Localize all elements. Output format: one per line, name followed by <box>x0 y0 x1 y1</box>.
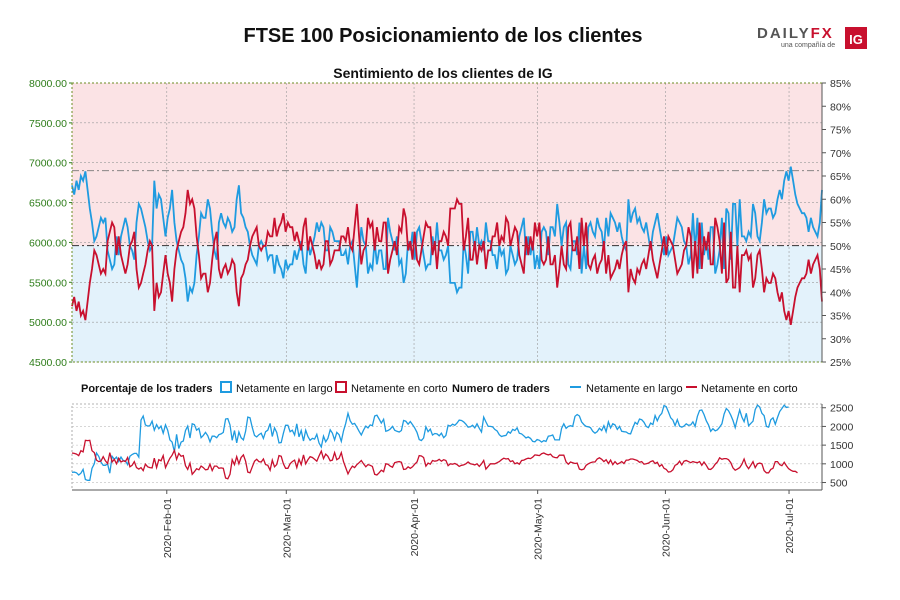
count-tick-label: 1000 <box>830 459 854 471</box>
x-tick-label: 2020-Mar-01 <box>281 498 293 558</box>
count-tick-label: 2500 <box>830 403 854 415</box>
legend-count-long: Netamente en largo <box>586 383 683 395</box>
legend-pct-long-swatch <box>220 381 232 393</box>
x-tick-label: 2020-May-01 <box>533 498 545 560</box>
lower-plot-frame <box>71 403 823 491</box>
series-pct-short-line <box>71 189 823 325</box>
series-pct-long-line <box>71 166 823 302</box>
legend-count-title: Numero de traders <box>452 383 550 395</box>
price-tick-label: 7000.00 <box>29 158 67 170</box>
x-tick-label: 2020-Feb-01 <box>162 498 174 558</box>
price-tick-label: 4500.00 <box>29 357 67 369</box>
lower-plot: 2500 2000 1500 1000 500 <box>71 403 854 491</box>
count-tick-label: 2000 <box>830 421 854 433</box>
pct-tick-label: 70% <box>830 148 851 160</box>
pct-tick-label: 60% <box>830 194 851 206</box>
count-tick-label: 500 <box>830 478 848 490</box>
legend: Porcentaje de los traders Netamente en l… <box>81 381 798 395</box>
count-tick-label: 1500 <box>830 440 854 452</box>
pct-tick-label: 45% <box>830 264 851 276</box>
pct-tick-label: 80% <box>830 101 851 113</box>
pct-tick-label: 55% <box>830 218 851 230</box>
legend-pct-long: Netamente en largo <box>236 383 333 395</box>
x-tick-label: 2020-Jul-01 <box>784 498 796 554</box>
legend-pct-title: Porcentaje de los traders <box>81 383 212 395</box>
x-tick-label: 2020-Apr-01 <box>409 498 421 557</box>
chart-subtitle: Sentimiento de los clientes de IG <box>333 65 552 81</box>
dailyfx-logo: DAILYFX una compañía de IG <box>757 25 867 49</box>
price-tick-label: 8000.00 <box>29 78 67 90</box>
pct-tick-label: 65% <box>830 171 851 183</box>
ig-badge-icon <box>845 27 867 49</box>
x-tick-label: 2020-Jun-01 <box>660 498 672 557</box>
ig-badge-text: IG <box>849 32 863 47</box>
price-tick-label: 5000.00 <box>29 317 67 329</box>
legend-pct-short: Netamente en corto <box>351 383 448 395</box>
series-count-short-line <box>71 439 798 480</box>
legend-pct-short-swatch <box>335 381 347 393</box>
x-axis: 2020-Feb-01 2020-Mar-01 2020-Apr-01 2020-Ma… <box>162 490 796 560</box>
pct-tick-label: 35% <box>830 311 851 323</box>
price-tick-label: 7500.00 <box>29 118 67 130</box>
legend-count-short: Netamente en corto <box>701 383 798 395</box>
logo-tagline: una compañía de <box>781 42 835 49</box>
logo-brand: DAILYFX <box>757 25 834 42</box>
upper-plot: 8000.00 7500.00 7000.00 6500.00 6000.00 5500.… <box>29 78 851 369</box>
series-count-long-line <box>71 404 789 481</box>
price-tick-label: 6500.00 <box>29 198 67 210</box>
pct-tick-label: 85% <box>830 78 851 90</box>
pct-tick-label: 25% <box>830 357 851 369</box>
pct-tick-label: 30% <box>830 334 851 346</box>
band-long-bg <box>72 245 822 362</box>
pct-tick-label: 50% <box>830 241 851 253</box>
pct-tick-label: 75% <box>830 125 851 137</box>
page-title: FTSE 100 Posicionamiento de los clientes <box>243 25 642 47</box>
pct-tick-label: 40% <box>830 287 851 299</box>
price-tick-label: 6000.00 <box>29 237 67 249</box>
price-tick-label: 5500.00 <box>29 277 67 289</box>
